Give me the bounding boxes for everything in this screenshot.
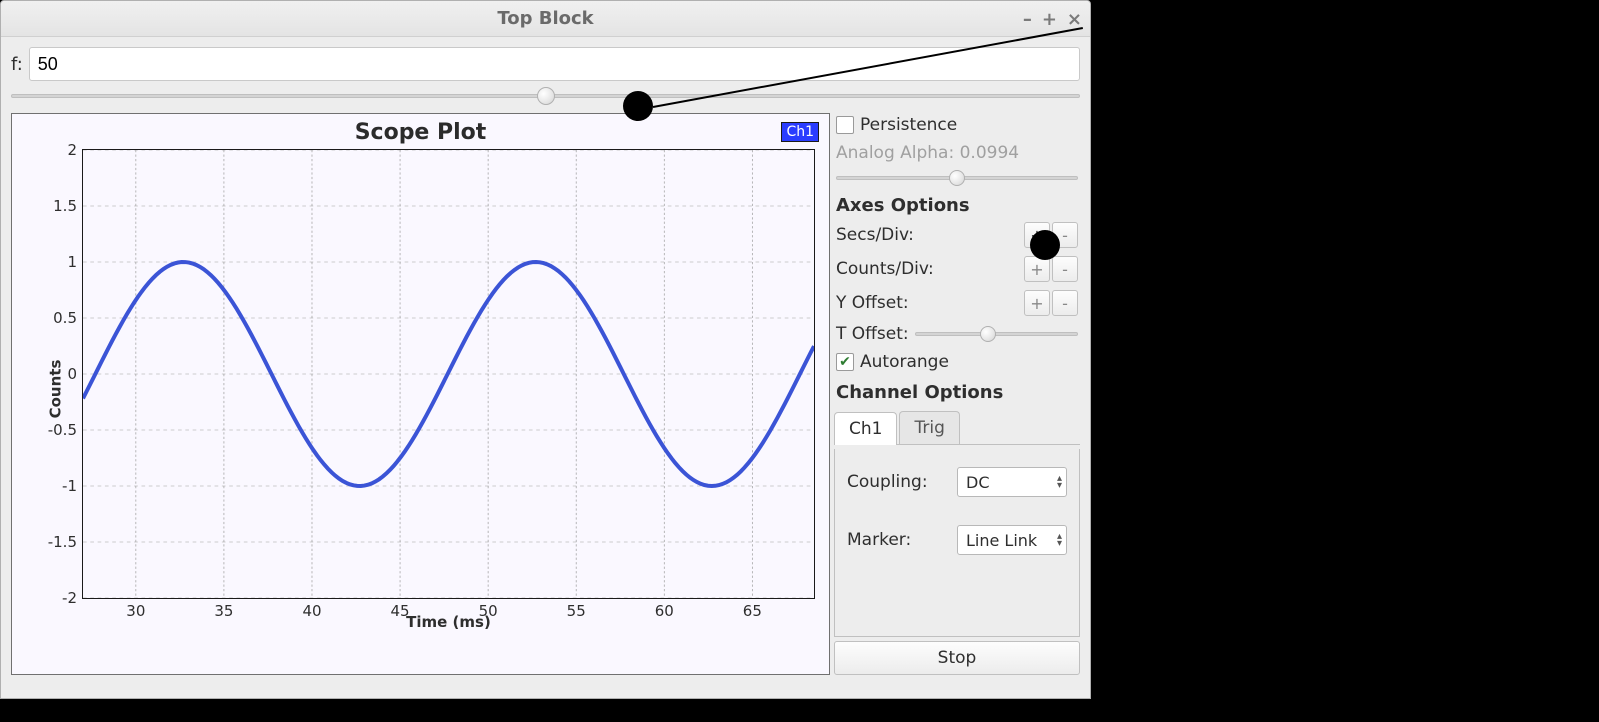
coupling-row: Coupling: DC ▴▾	[845, 465, 1069, 499]
analog-alpha-thumb	[949, 170, 965, 186]
y-offset-stepper: + -	[1024, 290, 1078, 316]
coupling-value: DC	[966, 473, 990, 492]
window-title: Top Block	[497, 8, 593, 29]
y-tick-label: -1	[62, 477, 83, 495]
analog-alpha-label: Analog Alpha: 0.0994	[836, 143, 1019, 163]
marker-select[interactable]: Line Link ▴▾	[957, 525, 1067, 555]
frequency-label: f:	[11, 54, 23, 75]
t-offset-thumb[interactable]	[980, 326, 996, 342]
t-offset-label: T Offset:	[836, 324, 909, 344]
secs-div-plus-button[interactable]: +	[1024, 222, 1050, 248]
app-window: Top Block – + × f: Scope Plot Ch1 Counts	[0, 0, 1091, 699]
counts-div-stepper: + -	[1024, 256, 1078, 282]
plot-canvas: -2-1.5-1-0.500.511.523035404550556065	[82, 149, 815, 599]
y-tick-label: 1.5	[53, 197, 83, 215]
y-offset-plus-button[interactable]: +	[1024, 290, 1050, 316]
channel-tab-body: Coupling: DC ▴▾ Marker: Line Link ▴▾	[834, 449, 1080, 637]
y-offset-minus-button[interactable]: -	[1052, 290, 1078, 316]
frequency-row: f:	[11, 47, 1080, 81]
plot-box: Counts -2-1.5-1-0.500.511.52303540455055…	[82, 149, 815, 629]
window-controls: – + ×	[1023, 1, 1082, 37]
y-tick-label: -1.5	[48, 533, 83, 551]
plot-legend-ch1: Ch1	[781, 122, 819, 142]
t-offset-slider[interactable]	[915, 327, 1078, 341]
stop-button[interactable]: Stop	[834, 641, 1080, 675]
autorange-row: ✔ Autorange	[834, 350, 1080, 374]
coupling-select[interactable]: DC ▴▾	[957, 467, 1067, 497]
analog-alpha-slider-track	[836, 171, 1078, 185]
spinner-icon: ▴▾	[1057, 475, 1062, 489]
frequency-slider[interactable]	[11, 87, 1080, 105]
counts-div-minus-button[interactable]: -	[1052, 256, 1078, 282]
counts-div-plus-button[interactable]: +	[1024, 256, 1050, 282]
secs-div-label: Secs/Div:	[836, 225, 914, 245]
marker-value: Line Link	[966, 531, 1037, 550]
y-tick-label: 0	[67, 365, 83, 383]
analog-alpha-slider	[834, 169, 1080, 187]
y-tick-label: 2	[67, 141, 83, 159]
y-tick-label: 0.5	[53, 309, 83, 327]
persistence-checkbox[interactable]	[836, 116, 854, 134]
coupling-label: Coupling:	[847, 472, 928, 492]
axes-options-title: Axes Options	[834, 191, 1080, 216]
plot-title: Scope Plot	[20, 120, 821, 145]
y-offset-label: Y Offset:	[836, 293, 909, 313]
y-tick-label: -2	[62, 589, 83, 607]
autorange-checkbox[interactable]: ✔	[836, 353, 854, 371]
plot-svg	[83, 150, 814, 598]
secs-div-stepper: + -	[1024, 222, 1078, 248]
main-area: Scope Plot Ch1 Counts -2-1.5-1-0.500.511…	[11, 113, 1080, 675]
marker-label: Marker:	[847, 530, 911, 550]
persistence-label: Persistence	[860, 115, 957, 135]
channel-options-title: Channel Options	[834, 378, 1080, 403]
y-offset-row: Y Offset: + -	[834, 288, 1080, 318]
side-panel: Persistence Analog Alpha: 0.0994 Axes Op…	[834, 113, 1080, 675]
scope-plot-panel: Scope Plot Ch1 Counts -2-1.5-1-0.500.511…	[11, 113, 830, 675]
minimize-icon[interactable]: –	[1023, 9, 1032, 30]
window-body: f: Scope Plot Ch1 Counts -2-1.5-1-0.500.…	[1, 37, 1090, 685]
secs-div-row: Secs/Div: + -	[834, 220, 1080, 250]
t-offset-row: T Offset:	[834, 322, 1080, 346]
marker-row: Marker: Line Link ▴▾	[845, 523, 1069, 557]
channel-tabs: Ch1 Trig	[834, 411, 1080, 445]
frequency-input[interactable]	[29, 47, 1080, 81]
secs-div-minus-button[interactable]: -	[1052, 222, 1078, 248]
analog-alpha-row: Analog Alpha: 0.0994	[834, 141, 1080, 165]
y-tick-label: -0.5	[48, 421, 83, 439]
y-axis-label: Counts	[46, 360, 64, 419]
counts-div-label: Counts/Div:	[836, 259, 934, 279]
y-tick-label: 1	[67, 253, 83, 271]
maximize-icon[interactable]: +	[1042, 9, 1057, 30]
persistence-row: Persistence	[834, 113, 1080, 137]
counts-div-row: Counts/Div: + -	[834, 254, 1080, 284]
slider-thumb[interactable]	[537, 87, 555, 105]
tab-ch1[interactable]: Ch1	[834, 412, 897, 445]
x-axis-label: Time (ms)	[82, 613, 815, 631]
tab-trig[interactable]: Trig	[899, 411, 959, 444]
close-icon[interactable]: ×	[1067, 9, 1082, 30]
spinner-icon: ▴▾	[1057, 533, 1062, 547]
autorange-label: Autorange	[860, 352, 949, 372]
titlebar: Top Block – + ×	[1, 1, 1090, 37]
